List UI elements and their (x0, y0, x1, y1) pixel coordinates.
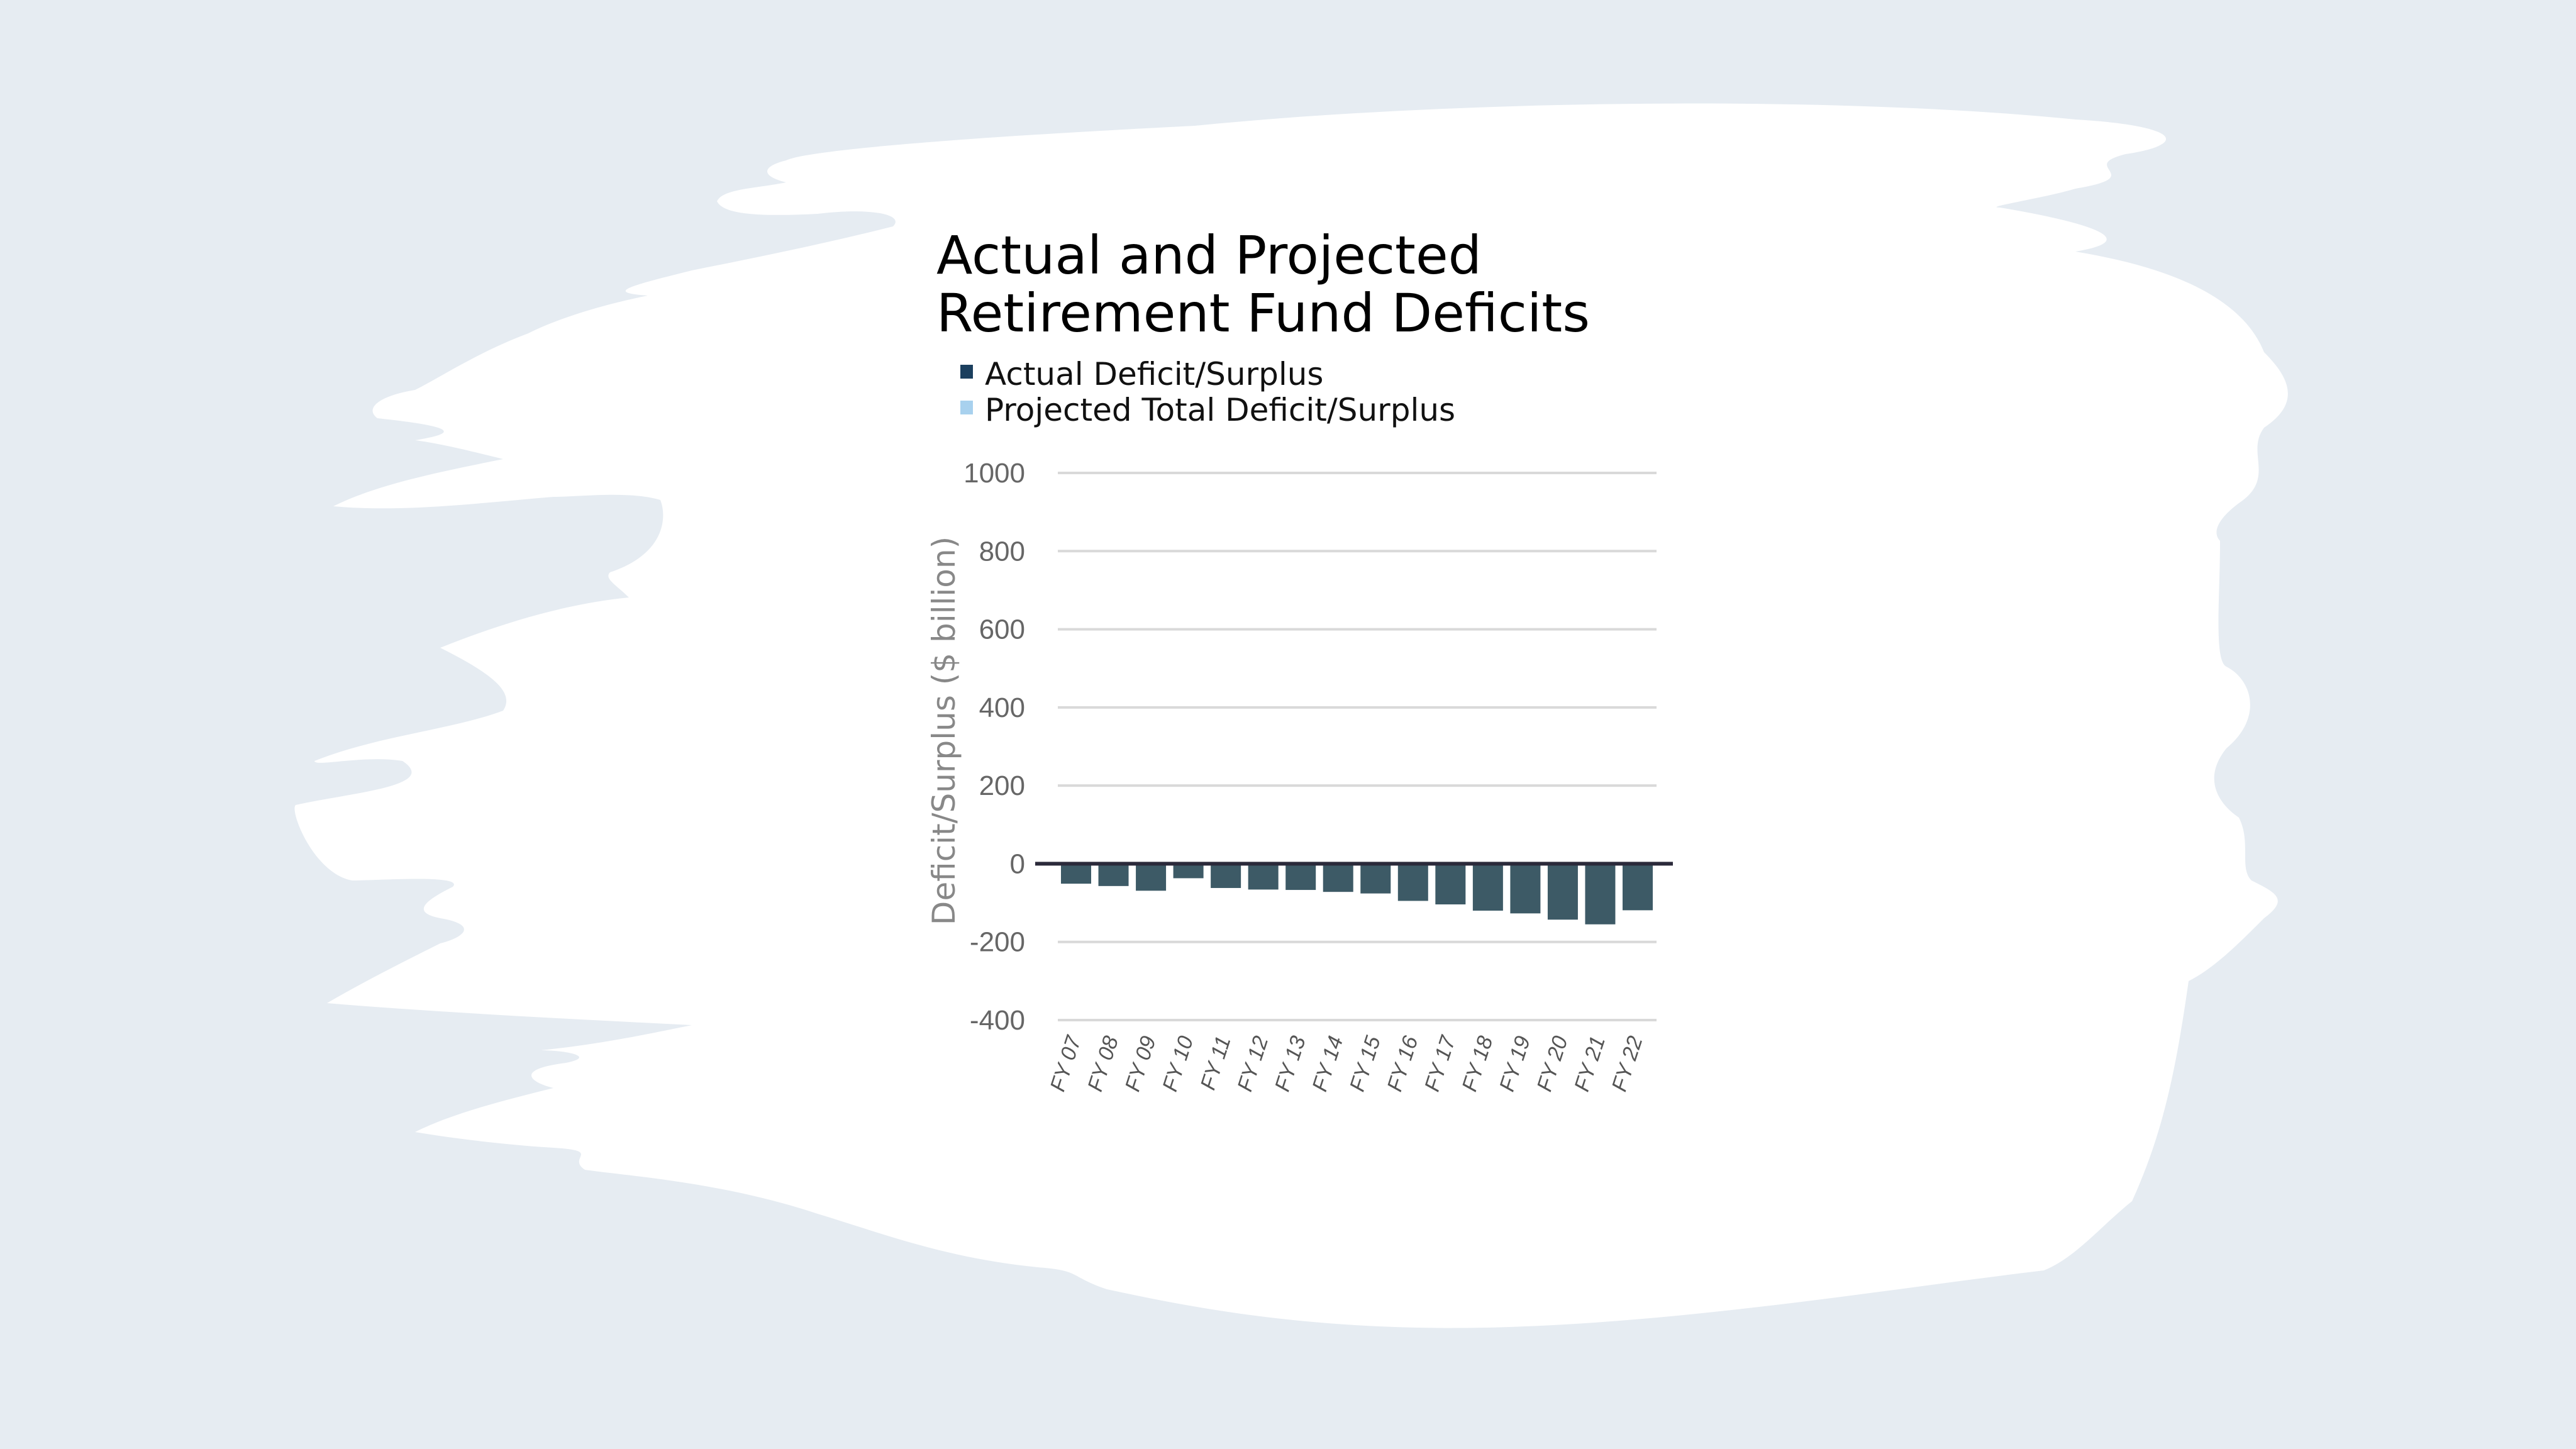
bar-fy-21 (1585, 863, 1616, 924)
bar-fy-07 (1061, 863, 1091, 884)
y-tick-label: 800 (979, 536, 1025, 567)
y-tick-label: 0 (1010, 848, 1025, 879)
brush-stroke-background (294, 103, 2288, 1328)
bar-fy-10 (1173, 863, 1204, 879)
chart-title-line: Retirement Fund Deficits (936, 282, 1590, 344)
bar-fy-18 (1472, 863, 1503, 911)
bar-fy-19 (1510, 863, 1541, 914)
bar-fy-12 (1248, 863, 1279, 890)
legend-swatch-1 (960, 401, 973, 414)
bar-fy-22 (1623, 863, 1653, 911)
bar-fy-09 (1136, 863, 1167, 891)
y-tick-label: 600 (979, 614, 1025, 645)
bar-fy-16 (1397, 863, 1428, 901)
y-tick-label: -200 (970, 927, 1025, 958)
bars (1035, 862, 1673, 924)
bar-fy-15 (1360, 863, 1391, 894)
bar-fy-17 (1435, 863, 1466, 905)
bar-fy-11 (1211, 863, 1241, 888)
y-axis-label: Deficit/Surplus ($ billion) (926, 536, 962, 925)
legend-label: Actual Deficit/Surplus (985, 356, 1323, 392)
bar-fy-14 (1323, 863, 1353, 892)
legend-label: Projected Total Deficit/Surplus (985, 392, 1455, 428)
chart-title-line: Actual and Projected (936, 225, 1482, 286)
legend-swatch-0 (960, 365, 973, 379)
bar-fy-20 (1547, 863, 1578, 920)
y-tick-label: -400 (970, 1005, 1025, 1036)
bar-fy-13 (1285, 863, 1316, 891)
y-axis-ticks: 1000 800 600 400 200 0 -200 -400 (963, 458, 1025, 1036)
bar-fy-08 (1098, 863, 1129, 886)
y-tick-label: 1000 (963, 458, 1025, 489)
gridlines (1058, 472, 1657, 1021)
y-tick-label: 200 (979, 770, 1025, 801)
y-tick-label: 400 (979, 692, 1025, 723)
